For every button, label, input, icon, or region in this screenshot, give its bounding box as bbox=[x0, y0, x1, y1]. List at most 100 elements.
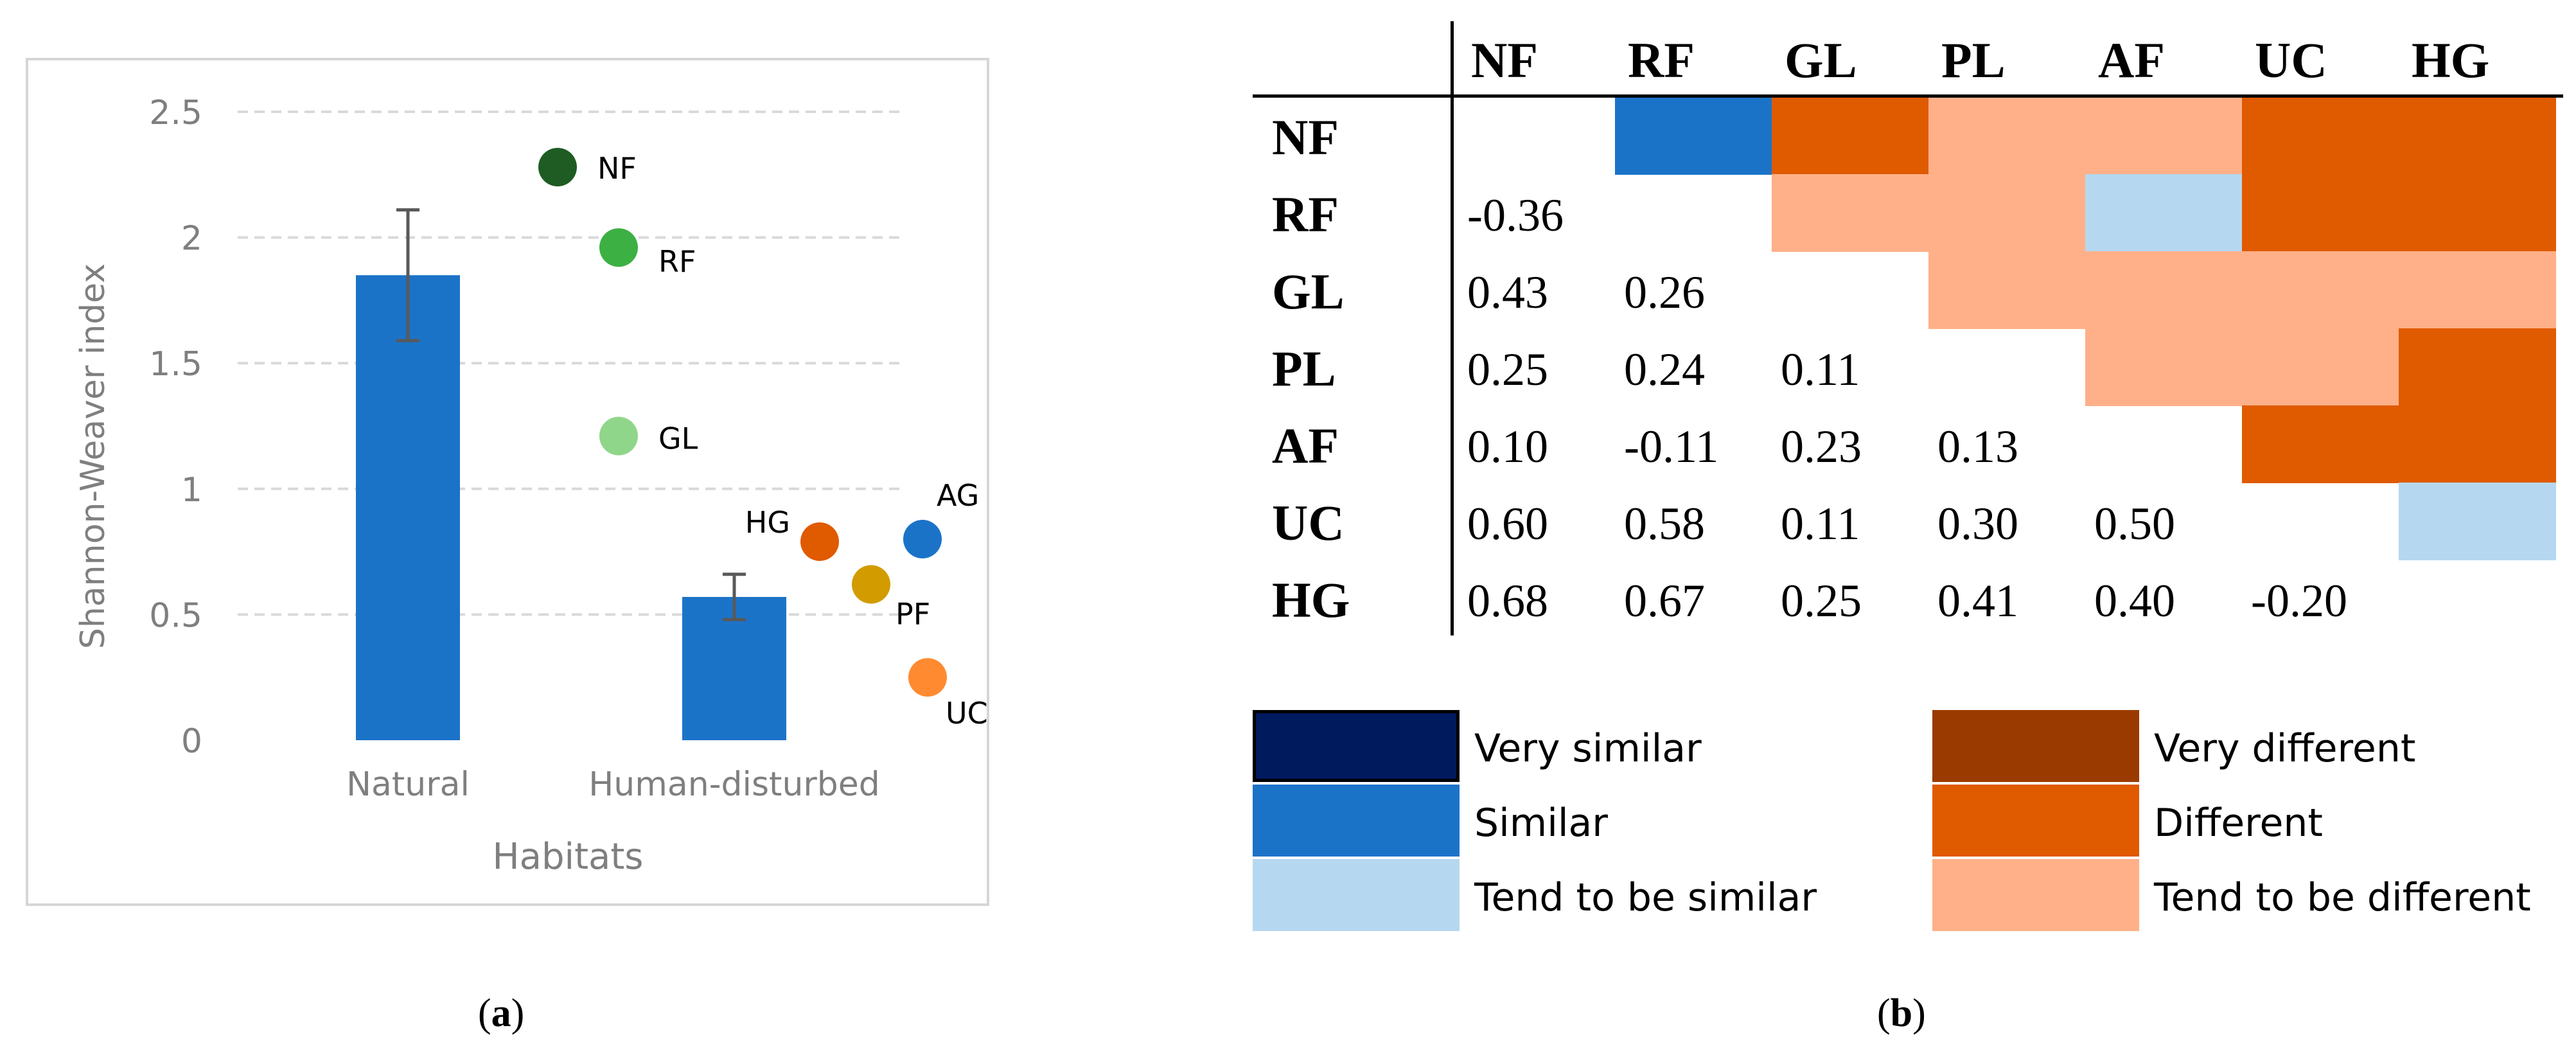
coefficient-value: 0.40 bbox=[2094, 575, 2175, 626]
habitat-point bbox=[599, 416, 638, 456]
coefficient-value: -0.11 bbox=[1624, 421, 1719, 472]
coefficient-value: 0.25 bbox=[1781, 575, 1862, 626]
matrix-cell bbox=[2085, 97, 2243, 175]
similarity-matrix: NF RF GL PL AF UC HG NF RF GL PL AF UC HG -0.36 0.43 0.2… bbox=[1253, 16, 2563, 659]
legend-label: Tend to be different bbox=[2154, 875, 2531, 920]
habitat-point bbox=[908, 658, 947, 697]
coefficient-value: 0.11 bbox=[1781, 344, 1860, 395]
matrix-header-rule bbox=[1253, 94, 2563, 98]
matrix-cell bbox=[2399, 174, 2556, 252]
legend-swatch bbox=[1253, 710, 1460, 782]
row-header: GL bbox=[1272, 263, 1345, 319]
row-header: AF bbox=[1272, 418, 1339, 474]
row-header: HG bbox=[1272, 572, 1350, 628]
column-header: RF bbox=[1628, 32, 1695, 88]
matrix-cell bbox=[1772, 174, 1929, 252]
bar bbox=[356, 275, 460, 740]
matrix-cell bbox=[2242, 328, 2399, 406]
y-axis-label: Shannon-Weaver index bbox=[74, 263, 112, 649]
y-tick-label: 2 bbox=[181, 220, 202, 258]
matrix-cell bbox=[2242, 97, 2399, 175]
y-tick-label: 0 bbox=[181, 722, 202, 761]
column-header: AF bbox=[2098, 32, 2165, 88]
matrix-cell bbox=[2085, 328, 2243, 406]
error-bar bbox=[723, 573, 746, 621]
y-tick-label: 1 bbox=[181, 471, 202, 510]
habitat-point bbox=[852, 565, 890, 604]
matrix-cell bbox=[2399, 405, 2556, 483]
legend-swatch bbox=[1932, 785, 2139, 857]
shannon-bar-chart: NF RF GL HG PF UC AG 0 0.5 1 1.5 2 2.5 Natural Human… bbox=[26, 58, 989, 906]
habitat-point bbox=[599, 228, 638, 267]
coefficient-value: 0.11 bbox=[1781, 498, 1860, 549]
legend-label: Different bbox=[2154, 801, 2323, 846]
coefficient-value: 0.43 bbox=[1467, 267, 1548, 318]
coefficient-value: -0.36 bbox=[1467, 190, 1564, 241]
coefficient-value: 0.24 bbox=[1624, 344, 1705, 395]
matrix-cell bbox=[2399, 328, 2556, 406]
habitat-point bbox=[800, 522, 839, 561]
matrix-cell bbox=[1928, 251, 2086, 329]
y-tick-label: 1.5 bbox=[149, 345, 202, 384]
bars bbox=[356, 275, 786, 740]
matrix-cell bbox=[2242, 251, 2399, 329]
row-header: RF bbox=[1272, 186, 1339, 242]
habitat-point-label: RF bbox=[658, 244, 696, 279]
x-tick-label: Natural bbox=[346, 765, 470, 804]
gridlines bbox=[238, 111, 906, 616]
column-header: UC bbox=[2255, 32, 2327, 88]
column-header: HG bbox=[2412, 32, 2490, 88]
habitat-point bbox=[538, 148, 577, 187]
matrix-cell bbox=[1615, 97, 1772, 175]
matrix-row-rule bbox=[1451, 21, 1454, 635]
coefficient-value: 0.50 bbox=[2094, 498, 2175, 549]
matrix-cell bbox=[1772, 97, 1929, 175]
y-tick-label: 2.5 bbox=[149, 94, 202, 132]
matrix-cell bbox=[2399, 483, 2556, 560]
habitat-point-label: GL bbox=[658, 422, 698, 456]
habitat-point-label: NF bbox=[597, 151, 637, 186]
coefficient-value: 0.58 bbox=[1624, 498, 1705, 549]
legend-label: Tend to be similar bbox=[1474, 875, 1817, 920]
legend-swatch bbox=[1932, 710, 2139, 782]
x-tick-labels: Natural Human-disturbed bbox=[346, 765, 880, 804]
habitat-point-label: UC bbox=[946, 696, 988, 731]
matrix-cell bbox=[2242, 174, 2399, 252]
legend-label: Very similar bbox=[1474, 726, 1702, 771]
habitat-point-label: AG bbox=[937, 478, 979, 513]
column-header: GL bbox=[1785, 32, 1857, 88]
matrix-cell bbox=[2399, 97, 2556, 175]
column-header: PL bbox=[1941, 32, 2006, 88]
legend-swatch bbox=[1253, 785, 1460, 857]
row-header: NF bbox=[1272, 109, 1339, 165]
matrix-cell bbox=[2085, 251, 2243, 329]
habitat-point bbox=[903, 520, 942, 559]
coefficient-value: -0.20 bbox=[2251, 575, 2347, 626]
coefficient-value: 0.13 bbox=[1937, 421, 2018, 472]
matrix-cell bbox=[2085, 174, 2243, 252]
coefficient-value: 0.26 bbox=[1624, 267, 1705, 318]
coefficient-value: 0.25 bbox=[1467, 344, 1548, 395]
habitat-point-label: HG bbox=[745, 505, 790, 540]
x-tick-label: Human-disturbed bbox=[588, 765, 880, 804]
legend-swatch bbox=[1253, 859, 1460, 931]
habitat-points: NF RF GL HG PF UC AG bbox=[538, 148, 988, 731]
error-bar bbox=[396, 208, 419, 342]
coefficient-value: 0.30 bbox=[1937, 498, 2018, 549]
legend-label: Very different bbox=[2154, 726, 2416, 771]
column-header: NF bbox=[1471, 32, 1538, 88]
coefficient-value: 0.23 bbox=[1781, 421, 1862, 472]
coefficient-value: 0.60 bbox=[1467, 498, 1548, 549]
habitat-point-label: PF bbox=[895, 596, 930, 631]
panel-b-caption: (b) bbox=[1877, 991, 1926, 1035]
matrix-cell bbox=[2399, 251, 2556, 329]
row-header: PL bbox=[1272, 341, 1336, 396]
error-bars bbox=[396, 208, 746, 621]
row-header: UC bbox=[1272, 495, 1345, 551]
y-tick-label: 0.5 bbox=[149, 596, 202, 635]
coefficient-value: 0.10 bbox=[1467, 421, 1548, 472]
matrix-legend: Very similar Very different Similar Differe… bbox=[1253, 710, 2563, 941]
matrix-cell bbox=[1928, 97, 2086, 175]
coefficient-value: 0.68 bbox=[1467, 575, 1548, 626]
y-tick-labels: 0 0.5 1 1.5 2 2.5 bbox=[149, 94, 202, 761]
